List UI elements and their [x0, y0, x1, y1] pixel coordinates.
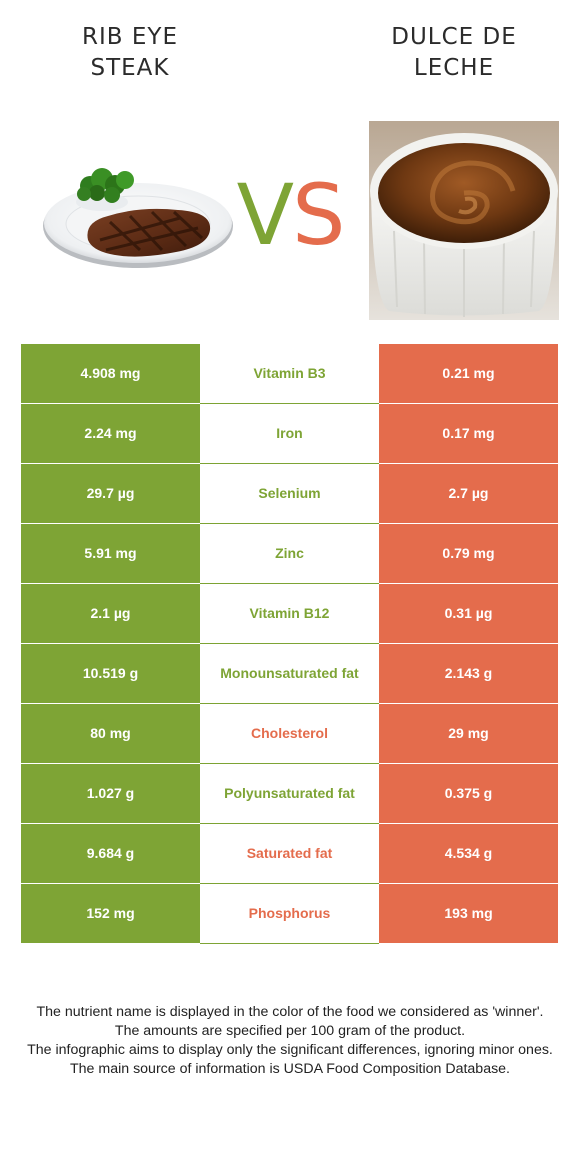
vs-label: VS [222, 160, 358, 270]
left-food-title: RIB EYE STEAK [25, 22, 235, 84]
right-food-value: 2.7 µg [379, 464, 558, 523]
right-food-title-line-2: LECHE [413, 55, 495, 81]
left-food-value: 5.91 mg [21, 524, 200, 583]
left-food-value: 2.1 µg [21, 584, 200, 643]
nutrient-name: Vitamin B12 [200, 584, 379, 644]
nutrient-name: Monounsaturated fat [200, 644, 379, 704]
right-food-value: 0.31 µg [379, 584, 558, 643]
footer-note-scope: The infographic aims to display only the… [27, 1042, 553, 1058]
vs-v-letter: V [236, 166, 294, 264]
nutrient-name: Iron [200, 404, 379, 464]
nutrient-name: Phosphorus [200, 884, 379, 944]
left-food-title-line-1: RIB EYE [82, 24, 178, 50]
nutrient-name: Zinc [200, 524, 379, 584]
right-food-value: 29 mg [379, 704, 558, 763]
left-food-value: 152 mg [21, 884, 200, 943]
right-food-value: 0.21 mg [379, 344, 558, 403]
table-row: 10.519 g Monounsaturated fat 2.143 g [21, 644, 558, 704]
right-food-title-line-1: DULCE DE [391, 24, 517, 50]
table-row: 29.7 µg Selenium 2.7 µg [21, 464, 558, 524]
footer-notes: The nutrient name is displayed in the co… [10, 1003, 570, 1079]
left-food-value: 29.7 µg [21, 464, 200, 523]
nutrient-name: Saturated fat [200, 824, 379, 884]
right-food-value: 193 mg [379, 884, 558, 943]
nutrient-name: Selenium [200, 464, 379, 524]
table-row: 9.684 g Saturated fat 4.534 g [21, 824, 558, 884]
left-food-title-line-2: STEAK [90, 55, 170, 81]
table-row: 152 mg Phosphorus 193 mg [21, 884, 558, 944]
left-food-value: 9.684 g [21, 824, 200, 883]
table-row: 4.908 mg Vitamin B3 0.21 mg [21, 344, 558, 404]
footer-note-units: The amounts are specified per 100 gram o… [114, 1023, 466, 1039]
right-food-value: 0.375 g [379, 764, 558, 823]
dulce-de-leche-image [369, 121, 559, 320]
footer-note-source: The main source of information is USDA F… [69, 1061, 511, 1077]
table-row: 5.91 mg Zinc 0.79 mg [21, 524, 558, 584]
steak-plate-image [40, 150, 240, 280]
left-food-value: 2.24 mg [21, 404, 200, 463]
right-food-value: 0.79 mg [379, 524, 558, 583]
nutrient-name: Cholesterol [200, 704, 379, 764]
table-row: 2.24 mg Iron 0.17 mg [21, 404, 558, 464]
right-food-value: 4.534 g [379, 824, 558, 883]
right-food-title: DULCE DE LECHE [349, 22, 559, 84]
vs-s-letter: S [292, 166, 345, 264]
right-food-value: 2.143 g [379, 644, 558, 703]
nutrient-name: Vitamin B3 [200, 344, 379, 404]
left-food-value: 80 mg [21, 704, 200, 763]
footer-note-winner: The nutrient name is displayed in the co… [36, 1004, 544, 1020]
right-food-value: 0.17 mg [379, 404, 558, 463]
left-food-value: 1.027 g [21, 764, 200, 823]
nutrient-comparison-table: 4.908 mg Vitamin B3 0.21 mg 2.24 mg Iron… [21, 344, 558, 944]
table-row: 2.1 µg Vitamin B12 0.31 µg [21, 584, 558, 644]
table-row: 80 mg Cholesterol 29 mg [21, 704, 558, 764]
table-row: 1.027 g Polyunsaturated fat 0.375 g [21, 764, 558, 824]
nutrient-name: Polyunsaturated fat [200, 764, 379, 824]
left-food-value: 10.519 g [21, 644, 200, 703]
left-food-value: 4.908 mg [21, 344, 200, 403]
